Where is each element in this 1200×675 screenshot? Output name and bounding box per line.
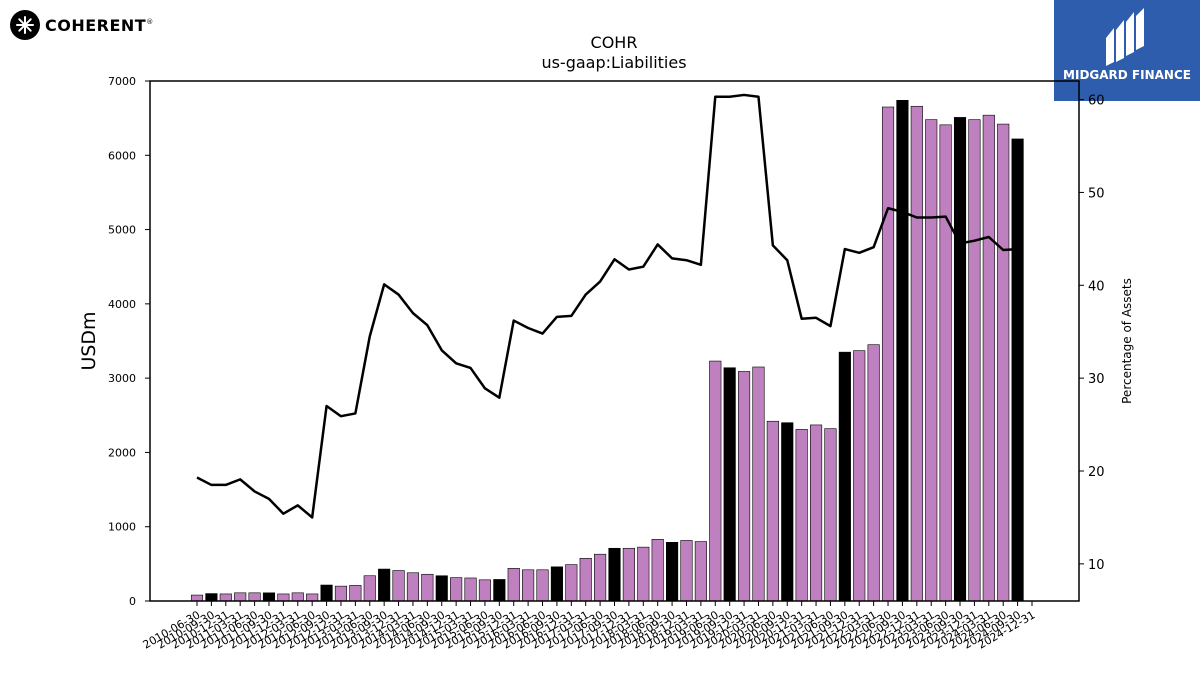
y2-tick-label-40: 40: [1088, 279, 1105, 294]
y2-tick-label-10: 10: [1088, 558, 1105, 573]
bar-2023-12-31: [968, 119, 981, 602]
midgard-logo-text: MIDGARD FINANCE: [1063, 68, 1191, 82]
bar-2014-03-31: [406, 572, 420, 602]
bar-2016-09-30: [550, 566, 563, 602]
bar-2019-12-31: [738, 371, 751, 602]
bar-2011-12-31: [277, 593, 290, 602]
bar-2013-06-30: [363, 575, 376, 602]
bar-2023-03-31: [925, 119, 938, 602]
bar-2015-06-30: [478, 579, 491, 602]
bar-2010-12-31: [219, 593, 232, 602]
bar-2020-09-30: [781, 422, 794, 602]
bar-2011-03-31: [234, 592, 247, 602]
bar-series: [190, 100, 1024, 602]
bar-2024-06-30: [997, 123, 1010, 602]
midgard-logo-icon: [1106, 8, 1144, 66]
bar-2019-03-31: [694, 541, 707, 602]
bar-2016-12-31: [565, 564, 578, 602]
y-tick-label-4000: 4000: [108, 298, 136, 311]
y-tick-label-7000: 7000: [108, 75, 136, 88]
y2-tick-label-60: 60: [1088, 94, 1105, 109]
bar-2019-09-30: [723, 367, 736, 602]
coherent-logo: COHERENT ®: [10, 10, 153, 40]
y-tick-label-2000: 2000: [108, 446, 136, 459]
bar-2015-09-30: [493, 579, 506, 602]
bar-2017-12-31: [622, 547, 635, 602]
y-axis-label: USDm: [78, 311, 100, 370]
y2-tick-label-20: 20: [1088, 465, 1105, 480]
bar-2016-06-30: [536, 569, 549, 602]
bar-2012-03-31: [291, 592, 304, 602]
y-tick-label-5000: 5000: [108, 224, 136, 237]
y-tick-label-3000: 3000: [108, 372, 136, 385]
coherent-logo-icon: [10, 10, 40, 40]
y-tick-label-6000: 6000: [108, 149, 136, 162]
bar-2012-09-30: [320, 584, 333, 602]
bar-2024-03-31: [982, 114, 995, 602]
bar-2023-06-30: [939, 124, 952, 602]
bar-2020-12-31: [795, 429, 808, 602]
bar-2017-09-30: [608, 547, 621, 602]
bar-2013-03-31: [349, 585, 362, 602]
bar-2011-09-30: [262, 592, 276, 602]
bar-2010-06-30: [190, 594, 204, 602]
bar-2016-03-31: [522, 569, 535, 602]
bar-2015-12-31: [507, 568, 520, 602]
coherent-logo-text: COHERENT: [45, 15, 147, 35]
bar-2018-12-31: [680, 540, 693, 602]
bar-2022-12-31: [910, 105, 923, 602]
y2-tick-label-30: 30: [1088, 372, 1105, 387]
chart-title: COHR: [591, 33, 638, 52]
x-axis-ticks: 2010-06-302010-09-302010-12-312011-03-31…: [141, 601, 1038, 652]
bar-2011-06-30: [248, 592, 261, 602]
right-axis-ticks: 10 20 30 40 50 60: [1079, 94, 1105, 573]
bar-2014-06-30: [421, 573, 434, 602]
chart-subtitle: us-gaap:Liabilities: [541, 53, 686, 72]
bar-2022-09-30: [896, 100, 909, 602]
percentage-line-series: [196, 93, 1018, 519]
registered-mark: ®: [146, 18, 154, 26]
bar-2022-06-30: [881, 106, 895, 602]
percentage-line: [196, 93, 1018, 519]
y2-axis-label: Percentage of Assets: [1120, 278, 1134, 404]
y-tick-label-1000: 1000: [108, 521, 136, 534]
plot-frame: [149, 80, 1080, 602]
bar-2018-03-31: [637, 546, 650, 602]
bar-2015-03-31: [464, 577, 477, 602]
bar-2022-03-31: [867, 344, 880, 602]
bar-2012-12-31: [334, 585, 348, 602]
y2-tick-label-50: 50: [1088, 186, 1105, 201]
y-tick-label-0: 0: [129, 595, 136, 608]
bar-2023-09-30: [953, 117, 967, 602]
bar-2014-09-30: [435, 575, 448, 602]
bar-2021-09-30: [838, 351, 851, 602]
bar-2018-09-30: [666, 542, 679, 602]
bar-2021-06-30: [824, 428, 837, 602]
bar-2020-03-31: [752, 366, 765, 602]
bar-2017-03-31: [579, 557, 592, 602]
bar-2020-06-30: [766, 420, 779, 602]
left-axis-ticks: 0 1000 2000 3000 4000 5000 6000 7000: [108, 75, 150, 608]
bar-2021-12-31: [853, 350, 866, 602]
bar-2017-06-30: [594, 553, 607, 602]
bar-2018-06-30: [651, 539, 664, 602]
bar-2019-06-30: [709, 360, 722, 602]
bar-2013-09-30: [378, 568, 391, 602]
bar-2010-09-30: [205, 593, 218, 602]
bar-2012-06-30: [306, 593, 319, 602]
bar-2013-12-31: [392, 570, 405, 602]
bar-2014-12-31: [450, 577, 463, 602]
bar-2021-03-31: [809, 424, 823, 602]
bar-2024-09-30: [1011, 138, 1024, 602]
